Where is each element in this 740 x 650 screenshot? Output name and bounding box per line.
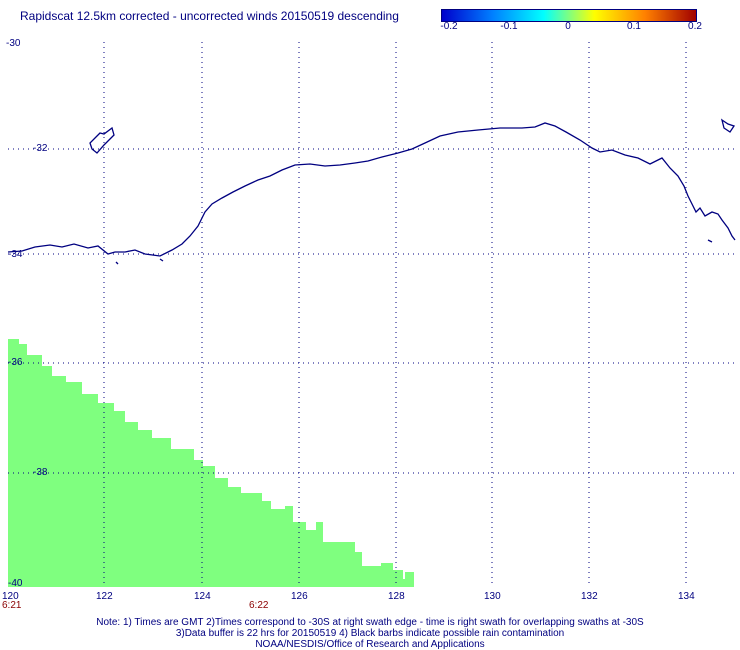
lon-label: 128: [388, 591, 405, 602]
lat-label: -38: [33, 467, 48, 478]
colorbar-label: -0.1: [500, 21, 518, 32]
colorbar-label: -0.2: [440, 21, 458, 32]
grid: [8, 42, 735, 587]
colorbar-label: 0: [565, 21, 571, 32]
lon-label: 120: [2, 591, 19, 602]
lon-label: 126: [291, 591, 308, 602]
colorbar-label: 0.2: [688, 21, 702, 32]
map-title: Rapidscat 12.5km corrected - uncorrected…: [20, 9, 399, 23]
lon-label: 124: [194, 591, 211, 602]
footnote-line: 3)Data buffer is 22 hrs for 20150519 4) …: [175, 628, 565, 639]
lat-label: -36: [8, 357, 23, 368]
time-label: 6:22: [249, 600, 269, 611]
footnote-line: Note: 1) Times are GMT 2)Times correspon…: [96, 617, 644, 628]
coastline: [7, 118, 736, 265]
colorbar: [441, 9, 697, 22]
lon-label: 132: [581, 591, 598, 602]
lat-label: -40: [8, 578, 23, 589]
colorbar-label: 0.1: [627, 21, 641, 32]
lon-label: 130: [484, 591, 501, 602]
lon-label: 122: [96, 591, 113, 602]
time-label: 6:21: [2, 600, 22, 611]
wind-swath: [8, 339, 414, 587]
lon-label: 134: [678, 591, 695, 602]
lat-label: -30: [6, 38, 21, 49]
lat-label: -34: [8, 249, 23, 260]
lat-label: -32: [33, 143, 48, 154]
footnote-credit: NOAA/NESDIS/Office of Research and Appli…: [255, 639, 485, 650]
